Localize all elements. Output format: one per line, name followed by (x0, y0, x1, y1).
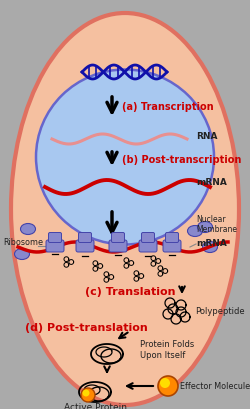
FancyBboxPatch shape (76, 240, 94, 252)
Ellipse shape (20, 224, 36, 235)
Text: mRNA: mRNA (196, 239, 227, 248)
FancyBboxPatch shape (139, 240, 157, 252)
Text: Ribosome: Ribosome (3, 238, 43, 247)
Text: Active Protein: Active Protein (64, 402, 126, 409)
Text: (d) Post-translation: (d) Post-translation (25, 322, 148, 332)
Text: Protein Folds
Upon Itself: Protein Folds Upon Itself (140, 339, 194, 359)
Ellipse shape (202, 242, 218, 253)
Circle shape (81, 388, 95, 402)
Text: (b) Post-transcription: (b) Post-transcription (122, 155, 242, 164)
Ellipse shape (11, 14, 239, 405)
Circle shape (158, 376, 178, 396)
FancyBboxPatch shape (163, 240, 181, 252)
Text: RNA: RNA (196, 132, 218, 141)
Ellipse shape (188, 226, 202, 237)
Ellipse shape (14, 249, 30, 260)
FancyBboxPatch shape (112, 233, 124, 243)
FancyBboxPatch shape (142, 233, 154, 243)
Text: Nuclear
Membrane: Nuclear Membrane (196, 214, 237, 234)
Ellipse shape (198, 222, 212, 233)
FancyBboxPatch shape (48, 233, 62, 243)
FancyBboxPatch shape (78, 233, 92, 243)
FancyBboxPatch shape (166, 233, 178, 243)
Ellipse shape (36, 70, 214, 245)
Text: (c) Translation: (c) Translation (85, 286, 176, 296)
Text: mRNA: mRNA (196, 178, 227, 187)
Circle shape (82, 389, 89, 397)
FancyBboxPatch shape (109, 240, 127, 252)
Circle shape (160, 378, 170, 388)
Text: Polypeptide: Polypeptide (195, 307, 244, 316)
FancyBboxPatch shape (46, 240, 64, 252)
Text: Effector Molecule: Effector Molecule (180, 382, 250, 391)
Text: (a) Transcription: (a) Transcription (122, 102, 214, 112)
